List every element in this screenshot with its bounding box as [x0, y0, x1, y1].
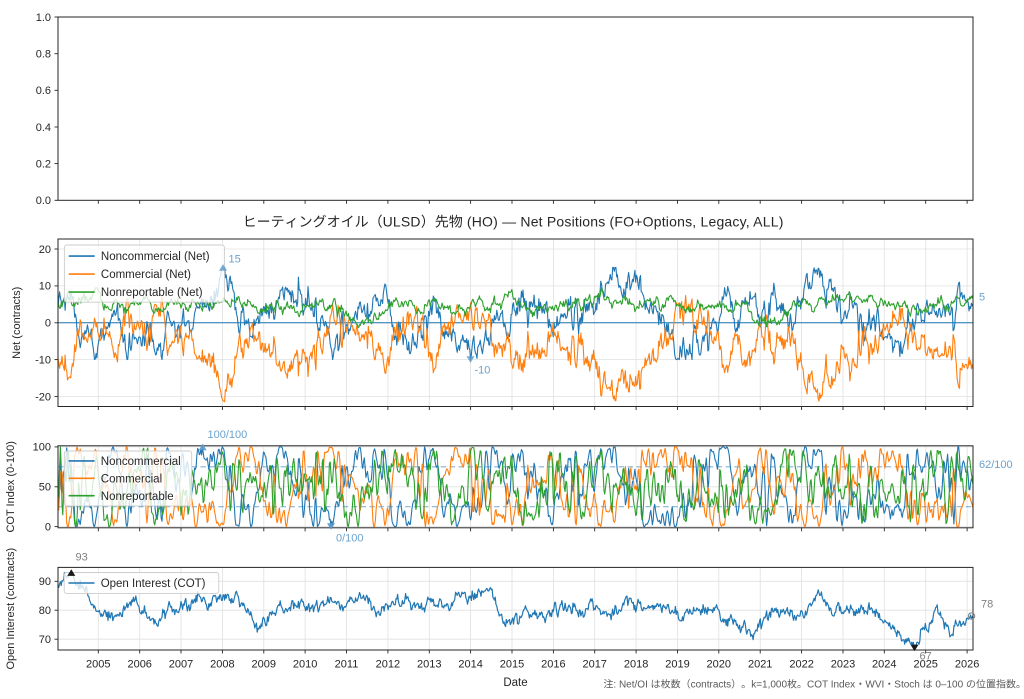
svg-text:Net (contracts): Net (contracts) [11, 287, 23, 359]
svg-text:-20: -20 [35, 391, 51, 403]
svg-text:2013: 2013 [417, 658, 441, 670]
svg-text:2022: 2022 [789, 658, 813, 670]
svg-text:2020: 2020 [707, 658, 731, 670]
svg-text:2018: 2018 [624, 658, 648, 670]
svg-text:2006: 2006 [127, 658, 151, 670]
svg-text:93: 93 [76, 552, 88, 564]
svg-text:15: 15 [229, 254, 241, 266]
svg-text:2015: 2015 [500, 658, 524, 670]
svg-text:WVI: WVI [865, 680, 884, 691]
svg-text:2007: 2007 [169, 658, 193, 670]
svg-text:-10: -10 [35, 354, 51, 366]
svg-text:2005: 2005 [86, 658, 110, 670]
svg-text:0.2: 0.2 [36, 158, 51, 170]
svg-text:80: 80 [39, 605, 51, 617]
svg-text:0.4: 0.4 [36, 122, 51, 134]
svg-text:100: 100 [33, 442, 51, 454]
svg-text:ULSD: ULSD [383, 214, 421, 230]
svg-text:1.0: 1.0 [36, 12, 51, 24]
svg-text:10: 10 [39, 281, 51, 293]
svg-text:0.8: 0.8 [36, 49, 51, 61]
svg-text:(HO) — Net Positions (FO+Optio: (HO) — Net Positions (FO+Options, Legacy… [463, 214, 784, 230]
svg-text:2011: 2011 [335, 658, 359, 670]
svg-text:Commercial (Net): Commercial (Net) [101, 269, 191, 281]
svg-text:Noncommercial (Net): Noncommercial (Net) [101, 251, 210, 263]
svg-text:78: 78 [981, 599, 993, 611]
svg-text:k=1,000: k=1,000 [751, 680, 787, 691]
svg-text:2010: 2010 [293, 658, 317, 670]
svg-text:Noncommercial: Noncommercial [101, 456, 181, 468]
svg-text:2019: 2019 [665, 658, 689, 670]
svg-text:-10: -10 [475, 365, 491, 377]
svg-text:Date: Date [503, 677, 527, 689]
svg-text:contracts: contracts [691, 680, 732, 691]
svg-text:0: 0 [45, 521, 51, 533]
svg-text:2012: 2012 [376, 658, 400, 670]
svg-text:2023: 2023 [831, 658, 855, 670]
svg-text:Stoch: Stoch [894, 680, 922, 691]
svg-text:2025: 2025 [913, 658, 937, 670]
svg-text:2026: 2026 [955, 658, 979, 670]
svg-text:Commercial: Commercial [101, 473, 162, 485]
svg-text:0–100: 0–100 [933, 680, 966, 691]
svg-text:67: 67 [920, 651, 932, 663]
svg-text:0/100: 0/100 [336, 533, 364, 545]
svg-text:: Net/OI: : Net/OI [613, 680, 650, 691]
svg-text:2017: 2017 [582, 658, 606, 670]
svg-text:COT Index: COT Index [807, 680, 855, 691]
svg-text:Nonreportable (Net): Nonreportable (Net) [101, 287, 203, 299]
svg-text:62/100: 62/100 [979, 459, 1013, 471]
svg-text:2024: 2024 [872, 658, 896, 670]
svg-text:20: 20 [39, 244, 51, 256]
svg-text:2016: 2016 [541, 658, 565, 670]
svg-text:2009: 2009 [252, 658, 276, 670]
svg-text:Open Interest (contracts): Open Interest (contracts) [5, 548, 17, 670]
svg-text:2021: 2021 [748, 658, 772, 670]
svg-text:2014: 2014 [458, 658, 482, 670]
svg-text:5: 5 [979, 292, 985, 304]
svg-text:70: 70 [39, 634, 51, 646]
svg-text:0.0: 0.0 [36, 195, 51, 207]
svg-text:COT Index (0-100): COT Index (0-100) [5, 441, 17, 533]
svg-text:50: 50 [39, 482, 51, 494]
svg-text:2008: 2008 [210, 658, 234, 670]
svg-text:100/100: 100/100 [208, 429, 248, 441]
svg-text:0: 0 [45, 318, 51, 330]
svg-text:90: 90 [39, 576, 51, 588]
svg-text:0.6: 0.6 [36, 85, 51, 97]
svg-text:Nonreportable: Nonreportable [101, 491, 174, 503]
svg-text:Open Interest (COT): Open Interest (COT) [101, 578, 206, 590]
